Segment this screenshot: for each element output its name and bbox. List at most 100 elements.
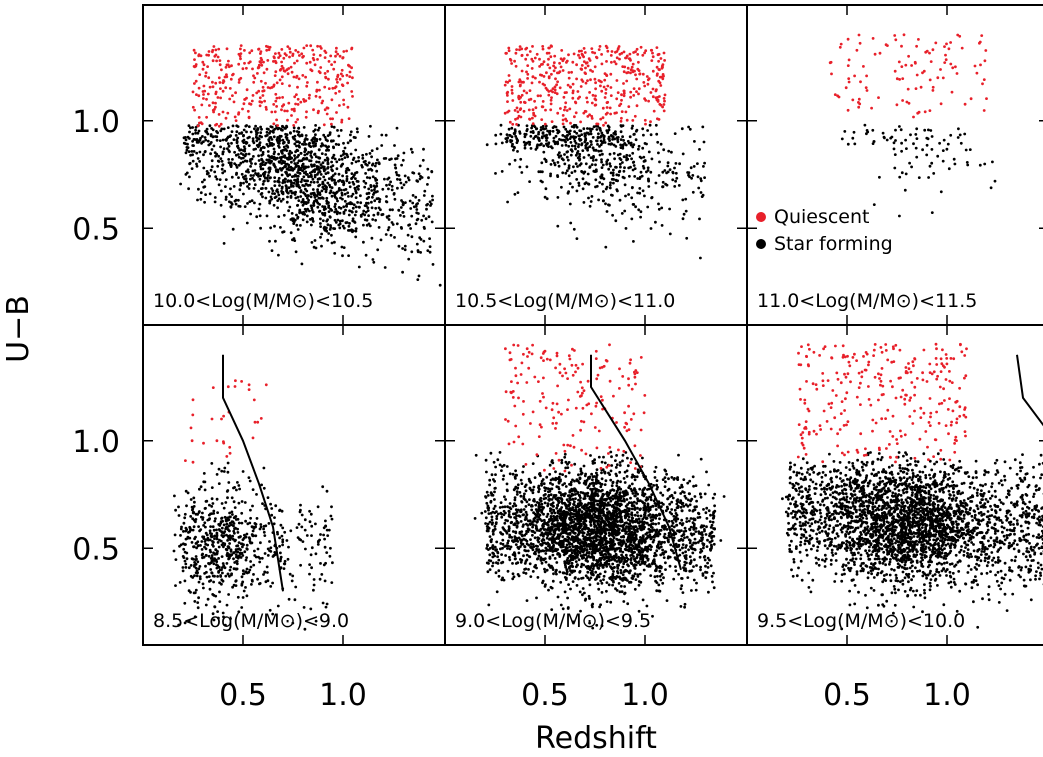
- star-forming-point: [262, 527, 265, 531]
- star-forming-point: [268, 144, 272, 147]
- star-forming-point: [217, 183, 221, 187]
- quiescent-point: [208, 104, 211, 107]
- star-forming-point: [964, 148, 968, 152]
- star-forming-point: [341, 197, 344, 201]
- quiescent-point: [303, 100, 306, 103]
- star-forming-point: [566, 134, 569, 137]
- star-forming-point: [702, 140, 706, 144]
- quiescent-point: [241, 107, 244, 111]
- star-forming-point: [625, 153, 629, 157]
- star-forming-point: [209, 534, 213, 538]
- star-forming-point: [299, 538, 303, 542]
- quiescent-point: [577, 53, 580, 57]
- star-forming-point: [283, 559, 287, 563]
- star-forming-point: [222, 215, 226, 219]
- star-forming-point: [621, 161, 624, 164]
- quiescent-point: [594, 103, 598, 107]
- quiescent-point: [543, 83, 546, 87]
- star-forming-point: [246, 522, 250, 526]
- star-forming-point: [342, 226, 346, 230]
- star-forming-point: [529, 130, 533, 134]
- star-forming-point: [659, 578, 663, 582]
- star-forming-point: [199, 191, 203, 195]
- quiescent-point: [949, 41, 952, 44]
- quiescent-point: [898, 78, 901, 81]
- star-forming-point: [310, 165, 314, 168]
- star-forming-point: [272, 135, 276, 139]
- star-forming-point: [225, 490, 229, 493]
- star-forming-point: [351, 229, 355, 233]
- star-forming-point: [196, 540, 200, 544]
- star-forming-point: [269, 550, 273, 553]
- star-forming-point: [322, 226, 326, 230]
- star-forming-point: [560, 138, 563, 142]
- quiescent-point: [609, 94, 613, 97]
- star-forming-point: [330, 168, 334, 172]
- star-forming-point: [521, 470, 525, 474]
- star-forming-point: [319, 173, 323, 176]
- quiescent-point: [257, 66, 261, 69]
- star-forming-point: [403, 248, 407, 252]
- star-forming-point: [627, 193, 630, 196]
- star-forming-point: [193, 574, 196, 578]
- star-forming-point: [611, 138, 614, 141]
- quiescent-point: [893, 69, 897, 73]
- star-forming-point: [386, 228, 390, 232]
- quiescent-point: [635, 90, 638, 93]
- quiescent-point: [274, 70, 278, 74]
- star-forming-point: [328, 131, 332, 135]
- star-forming-point: [191, 126, 195, 129]
- star-forming-point: [211, 128, 215, 132]
- quiescent-point: [326, 69, 330, 73]
- star-forming-point: [629, 143, 633, 147]
- star-forming-point: [274, 239, 277, 243]
- star-forming-point: [209, 525, 213, 528]
- star-forming-point: [652, 499, 656, 503]
- quiescent-point: [634, 50, 637, 54]
- star-forming-point: [881, 131, 885, 135]
- star-forming-point: [230, 202, 234, 206]
- quiescent-point: [245, 88, 249, 92]
- quiescent-point: [931, 89, 935, 92]
- quiescent-point: [527, 98, 531, 102]
- star-forming-point: [259, 167, 263, 171]
- star-forming-point: [324, 153, 328, 156]
- quiescent-point: [211, 50, 214, 54]
- star-forming-point: [285, 539, 289, 542]
- star-forming-point: [501, 526, 505, 529]
- quiescent-point: [547, 75, 551, 78]
- star-forming-point: [594, 570, 598, 574]
- quiescent-point: [323, 72, 327, 75]
- star-forming-point: [345, 179, 349, 183]
- star-forming-point: [242, 175, 245, 179]
- star-forming-point: [411, 201, 415, 205]
- star-forming-point: [401, 158, 405, 162]
- star-forming-point: [422, 225, 426, 229]
- star-forming-point: [317, 126, 321, 130]
- star-forming-point: [538, 139, 541, 143]
- star-forming-point: [354, 227, 358, 231]
- star-forming-point: [278, 544, 281, 548]
- quiescent-point: [631, 119, 635, 122]
- panel: 10.5<Log(M/M⊙)<11.0: [444, 4, 748, 326]
- star-forming-point: [285, 187, 288, 191]
- star-forming-point: [254, 172, 257, 175]
- star-forming-point: [260, 127, 263, 131]
- star-forming-point: [324, 519, 327, 523]
- star-forming-point: [608, 203, 611, 207]
- star-forming-point: [205, 575, 209, 579]
- star-forming-point: [666, 161, 670, 165]
- star-forming-point: [321, 213, 325, 216]
- star-forming-point: [591, 146, 595, 150]
- star-forming-point: [248, 539, 252, 543]
- panel-points: [473, 343, 726, 630]
- star-forming-point: [628, 154, 632, 158]
- star-forming-point: [308, 171, 312, 175]
- star-forming-point: [699, 177, 703, 181]
- quiescent-point: [528, 118, 532, 121]
- star-forming-point: [673, 166, 676, 170]
- star-forming-point: [320, 244, 323, 248]
- star-forming-point: [429, 202, 433, 206]
- star-forming-point: [586, 146, 590, 150]
